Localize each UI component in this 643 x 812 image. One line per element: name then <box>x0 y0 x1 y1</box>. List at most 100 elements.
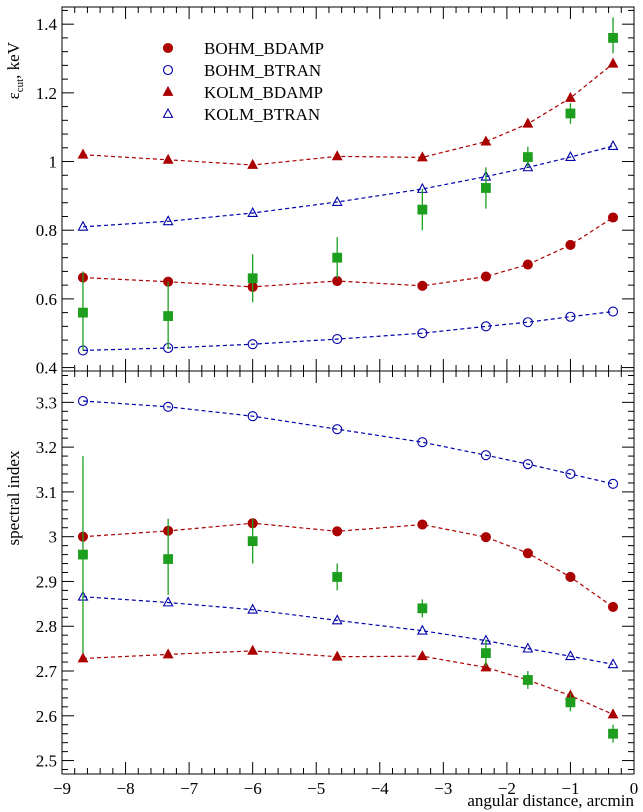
top-series-kolm-btran <box>77 139 619 231</box>
bottom-point-kolm-bdamp <box>162 648 174 659</box>
top-point-bohm-btran <box>480 321 491 332</box>
top-series-measured <box>78 17 618 351</box>
x-tick-label: −9 <box>53 779 71 798</box>
top-line-kolm-btran <box>82 145 614 228</box>
top-point-measured <box>608 33 618 43</box>
bottom-point-kolm-btran <box>162 596 174 607</box>
bottom-point-kolm-bdamp <box>416 650 428 661</box>
bottom-point-bohm-bdamp <box>565 571 576 583</box>
bottom-point-measured <box>608 728 618 739</box>
bottom-y-tick-label: 2.5 <box>36 752 57 771</box>
bottom-y-tick-label: 2.6 <box>36 707 57 726</box>
top-point-measured <box>522 152 533 162</box>
bottom-point-kolm-bdamp <box>247 644 259 655</box>
bottom-y-tick-label: 3 <box>49 528 58 547</box>
bottom-point-bohm-bdamp <box>480 532 491 543</box>
top-point-kolm-btran <box>565 150 576 161</box>
top-point-kolm-bdamp <box>565 91 576 102</box>
legend: BOHM_BDAMP BOHM_BTRAN KOLM_BDAMP KOLM_BTRAN <box>162 39 324 124</box>
bottom-point-bohm-bdamp <box>522 548 533 559</box>
bottom-point-bohm-btran <box>163 401 174 412</box>
top-series-bohm-btran <box>77 306 619 356</box>
bottom-series-kolm-btran <box>77 590 619 669</box>
bottom-point-measured <box>78 549 88 560</box>
legend-marker <box>162 64 174 76</box>
bottom-point-measured <box>522 675 533 685</box>
bottom-line-bohm-btran <box>82 400 614 485</box>
top-line-bohm-bdamp <box>82 216 614 288</box>
top-point-bohm-btran <box>332 334 343 345</box>
bottom-point-bohm-btran <box>522 459 533 470</box>
top-series-bohm-bdamp <box>77 212 619 292</box>
top-point-kolm-bdamp <box>331 150 343 161</box>
top-point-bohm-bdamp <box>480 271 491 282</box>
x-tick-label: −1 <box>561 779 579 798</box>
bottom-point-kolm-btran <box>247 603 259 614</box>
bottom-point-measured <box>481 648 491 658</box>
bottom-point-kolm-btran <box>607 658 619 669</box>
bottom-series-measured <box>78 456 618 743</box>
top-point-measured <box>417 204 428 215</box>
top-point-bohm-btran <box>607 306 619 317</box>
bottom-axes: 2.5 2.6 2.7 2.8 2.9 3 3.1 3.2 3.3 −9 −8 −7 −6 −5 −4 −3 −… <box>36 371 639 798</box>
bottom-point-bohm-btran <box>247 411 258 422</box>
bottom-point-measured <box>332 572 343 582</box>
bottom-series-layer <box>77 395 619 743</box>
legend-entry-kolm-bdamp: KOLM_BDAMP <box>162 83 323 102</box>
top-point-bohm-btran <box>565 311 576 322</box>
bottom-series-bohm-bdamp <box>77 518 619 613</box>
bottom-line-kolm-bdamp <box>82 650 614 715</box>
bottom-point-kolm-btran <box>331 614 343 625</box>
x-tick-label: −7 <box>180 779 199 798</box>
top-plot-frame <box>61 6 635 372</box>
top-point-kolm-btran <box>522 161 534 172</box>
bottom-point-kolm-bdamp <box>607 708 619 719</box>
top-point-kolm-bdamp <box>607 57 619 68</box>
top-y-tick-label: 0.8 <box>36 221 57 240</box>
top-point-bohm-btran <box>247 339 258 350</box>
top-point-kolm-bdamp <box>77 148 89 159</box>
top-point-bohm-btran <box>522 317 533 328</box>
legend-marker <box>162 85 174 96</box>
legend-marker <box>162 42 174 54</box>
top-point-bohm-bdamp <box>417 280 428 291</box>
x-tick-label: −5 <box>307 779 325 798</box>
top-point-bohm-bdamp <box>607 212 619 223</box>
bottom-point-measured <box>417 603 428 614</box>
x-tick-label: −2 <box>498 779 516 798</box>
legend-label: KOLM_BDAMP <box>204 83 323 102</box>
bottom-point-bohm-bdamp <box>332 526 343 537</box>
bottom-y-axis-label: spectral index <box>4 450 23 545</box>
bottom-point-bohm-btran <box>480 450 491 461</box>
top-point-kolm-bdamp <box>162 153 174 164</box>
bottom-point-kolm-btran <box>565 650 576 661</box>
x-tick-label: 0 <box>630 779 639 798</box>
top-point-measured <box>481 183 491 193</box>
top-line-kolm-bdamp <box>82 63 614 166</box>
top-y-tick-label: 0.4 <box>36 359 58 378</box>
bottom-y-tick-label: 2.8 <box>36 617 57 636</box>
bottom-point-bohm-bdamp <box>607 601 619 613</box>
top-point-kolm-bdamp <box>522 117 534 128</box>
bottom-point-measured <box>247 536 258 547</box>
bottom-line-bohm-bdamp <box>82 522 614 608</box>
top-axes: 0.4 0.6 0.8 1 1.2 1.4 <box>36 7 635 378</box>
top-point-kolm-btran <box>77 220 89 231</box>
bottom-point-bohm-btran <box>565 468 576 480</box>
top-y-tick-label: 1.4 <box>36 15 58 34</box>
top-y-tick-label: 1 <box>49 153 58 172</box>
legend-label: BOHM_BTRAN <box>204 61 321 80</box>
top-panel: 0.4 0.6 0.8 1 1.2 1.4 BOHM_BDAMP BOHM_BTRAN KOL… <box>4 6 635 378</box>
top-line-bohm-btran <box>82 311 614 351</box>
top-series-kolm-bdamp <box>77 57 619 169</box>
bottom-point-bohm-bdamp <box>417 519 428 530</box>
top-point-kolm-btran <box>247 206 259 217</box>
x-tick-label: −8 <box>117 779 135 798</box>
top-point-bohm-bdamp <box>522 259 533 270</box>
bottom-y-tick-label: 3.3 <box>36 393 57 412</box>
bottom-y-tick-label: 2.9 <box>36 572 57 591</box>
bottom-point-bohm-btran <box>77 395 89 407</box>
bottom-point-bohm-btran <box>607 478 619 489</box>
x-axis-label: angular distance, arcmin <box>467 791 634 810</box>
